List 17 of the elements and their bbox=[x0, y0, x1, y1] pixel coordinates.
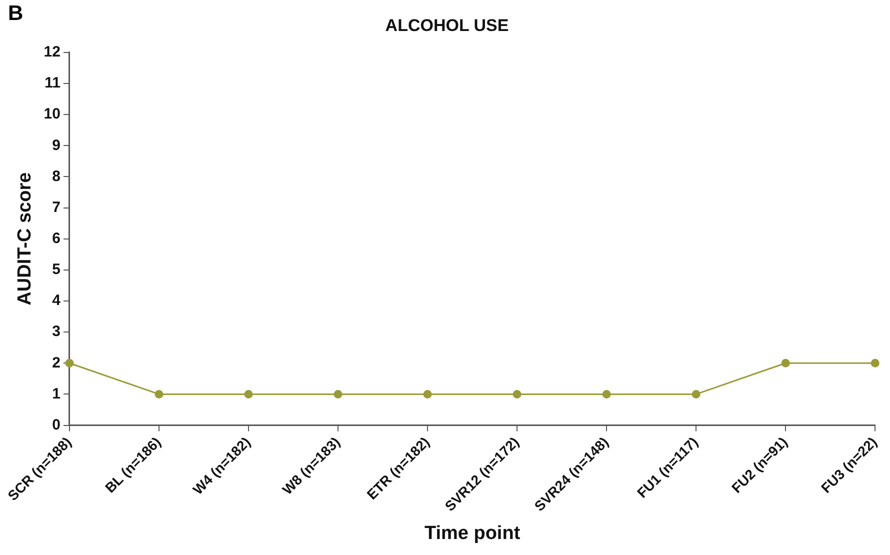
text: B bbox=[8, 2, 24, 26]
y-tick-label: 9 bbox=[52, 136, 60, 154]
y-tick-label: 8 bbox=[52, 168, 60, 185]
y-tick-label: 6 bbox=[52, 230, 60, 247]
x-axis-title: Time point bbox=[424, 522, 521, 544]
y-tick-label: 3 bbox=[52, 323, 60, 340]
y-tick-label: 5 bbox=[52, 261, 60, 278]
y-tick-label: 1 bbox=[52, 385, 60, 402]
y-tick-label: 0 bbox=[52, 416, 60, 434]
y-tick-label: 12 bbox=[44, 44, 60, 61]
y-axis-title: AUDIT-C score bbox=[14, 172, 36, 306]
chart-title: ALCOHOL USE bbox=[385, 16, 509, 35]
y-tick-label: 4 bbox=[52, 292, 62, 310]
y-tick-label: 11 bbox=[44, 74, 60, 92]
y-tick-label: 7 bbox=[52, 198, 60, 216]
y-tick-label: 10 bbox=[44, 106, 60, 123]
y-tick-label: 2 bbox=[52, 354, 60, 372]
